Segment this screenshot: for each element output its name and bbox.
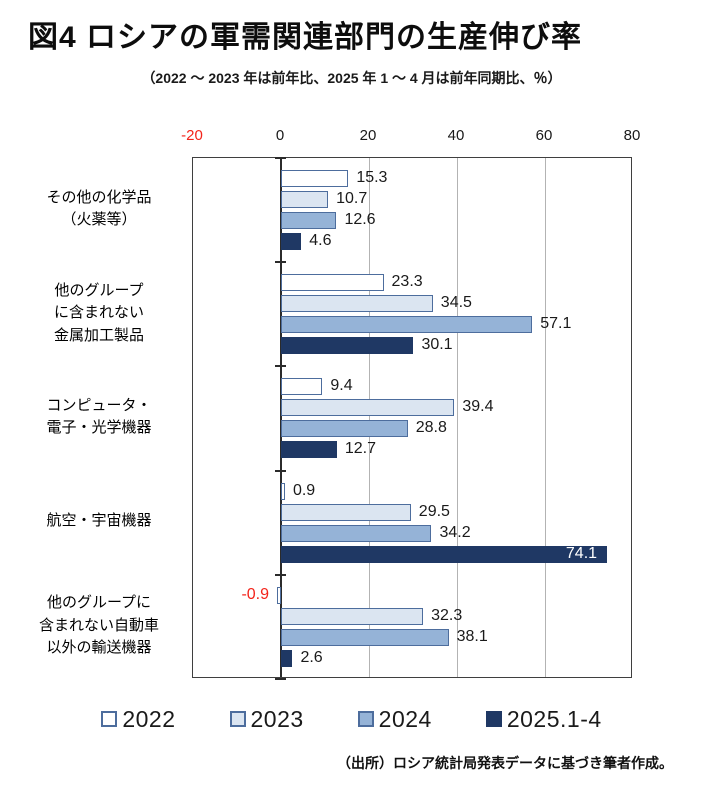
bar: [281, 545, 608, 563]
bar-value-label: 39.4: [462, 398, 494, 416]
bar-value-label: 57.1: [540, 315, 572, 333]
chart-subtitle: （2022 ～ 2023 年は前年比、2025 年 1 ～ 4 月は前年同期比、…: [141, 70, 562, 86]
bar: [281, 607, 424, 625]
category-label-line: 以外の輸送機器: [46, 639, 152, 657]
bar: [281, 628, 449, 646]
bar-value-label: 29.5: [418, 502, 450, 520]
bar: [281, 274, 384, 292]
category-label-line: に含まれない: [53, 304, 144, 322]
x-tick-label: 60: [535, 127, 553, 144]
bar-value-label: 34.2: [439, 523, 471, 541]
category-label: 航空・宇宙機器: [16, 470, 182, 574]
category-label-line: 他のグループ: [54, 281, 144, 299]
legend-swatch-icon: [485, 711, 502, 727]
x-tick-label: -20: [181, 127, 203, 144]
category-label: 他のグループに 含まれない自動車 以外の輸送機器: [16, 574, 182, 678]
x-axis-tick-labels: -20 0 20 40 60 80: [181, 127, 640, 145]
bar: [281, 378, 323, 396]
bar-value-label: 12.6: [344, 211, 376, 228]
bar: [281, 295, 433, 313]
x-tick-label: 40: [447, 127, 465, 144]
category-label: 他のグループ に含まれない 金属加工製品: [16, 261, 182, 365]
category-label-line: その他の化学品: [46, 188, 152, 206]
plot-area: 15.3 23.3 9.4 0.9 -0.9 10.7 34.5 39.4 29.5 32.3 12…: [192, 157, 632, 680]
bar: [281, 316, 533, 334]
bar-value-label: 38.1: [456, 627, 488, 645]
bar-value-label: 23.3: [391, 273, 423, 291]
legend-label: 2025.1-4: [506, 705, 602, 732]
axis-tick-mark: [275, 574, 286, 576]
bar-value-label: 30.1: [421, 336, 453, 354]
axis-tick-mark: [275, 157, 286, 159]
bar: [281, 503, 411, 521]
legend-swatch-icon: [357, 711, 374, 727]
bar-value-label: 9.4: [330, 377, 353, 395]
bar: [281, 420, 408, 438]
bar-value-label: 32.3: [431, 606, 463, 624]
legend-item: 2025.1-4: [485, 705, 602, 733]
bar-value-label: 34.5: [440, 294, 472, 312]
bar: [281, 233, 302, 250]
bar: [281, 337, 414, 355]
bar-value-label: 74.1: [565, 544, 598, 562]
bar-value-label: -0.9: [241, 585, 270, 603]
category-label-line: （火薬等）: [61, 211, 137, 229]
bar: [281, 482, 285, 500]
bar: [281, 170, 349, 187]
category-axis-labels: その他の化学品 （火薬等） 他のグループ に含まれない 金属加工製品 コンピュータ・ 電子・…: [16, 157, 182, 678]
legend-item: 2023: [229, 705, 304, 733]
category-label-line: コンピュータ・: [46, 396, 152, 414]
chart-title: 図4 ロシアの軍需関連部門の生産伸び率: [28, 21, 583, 54]
bar: [281, 191, 329, 208]
category-label-line: 含まれない自動車: [38, 616, 159, 634]
legend-label: 2024: [378, 705, 432, 732]
bar: [281, 441, 337, 459]
category-label: その他の化学品 （火薬等）: [16, 157, 182, 261]
category-label: コンピュータ・ 電子・光学機器: [16, 365, 182, 469]
bar: [281, 524, 432, 542]
bar-value-label: 10.7: [336, 190, 368, 207]
x-tick-label: 20: [359, 127, 377, 144]
bar: [277, 586, 281, 604]
bar-value-label: 28.8: [415, 419, 447, 437]
bar-value-label: 12.7: [344, 440, 377, 458]
bar: [281, 399, 455, 417]
source-note: （出所）ロシア統計局発表データに基づき筆者作成。: [337, 755, 673, 771]
bar-value-label: 2.6: [300, 648, 323, 666]
category-label-line: 金属加工製品: [53, 326, 144, 344]
chart-legend: 2022 2023 2024 2025.1-4: [0, 704, 703, 734]
legend-label: 2022: [122, 705, 176, 732]
category-label-line: 電子・光学機器: [46, 419, 152, 437]
bar-value-label: 4.6: [309, 232, 332, 249]
category-label-line: 航空・宇宙機器: [46, 512, 152, 530]
bar-value-label: 15.3: [356, 169, 388, 186]
legend-item: 2024: [357, 705, 432, 733]
zero-axis-line: [280, 158, 282, 677]
category-label-line: 他のグループに: [46, 594, 152, 612]
bar: [281, 649, 293, 667]
gridline: [545, 158, 546, 677]
gridline: [369, 158, 370, 677]
axis-tick-mark: [275, 678, 286, 680]
axis-tick-mark: [275, 365, 286, 367]
gridline: [457, 158, 458, 677]
x-tick-label: 0: [275, 127, 285, 144]
bar: [281, 212, 337, 229]
legend-label: 2023: [250, 705, 304, 732]
legend-item: 2022: [101, 706, 175, 733]
axis-tick-mark: [275, 470, 286, 472]
bar-value-label: 0.9: [292, 481, 316, 499]
legend-swatch-icon: [229, 711, 246, 727]
legend-swatch-icon: [101, 711, 118, 727]
axis-tick-mark: [275, 261, 286, 263]
x-tick-label: 80: [623, 127, 641, 144]
